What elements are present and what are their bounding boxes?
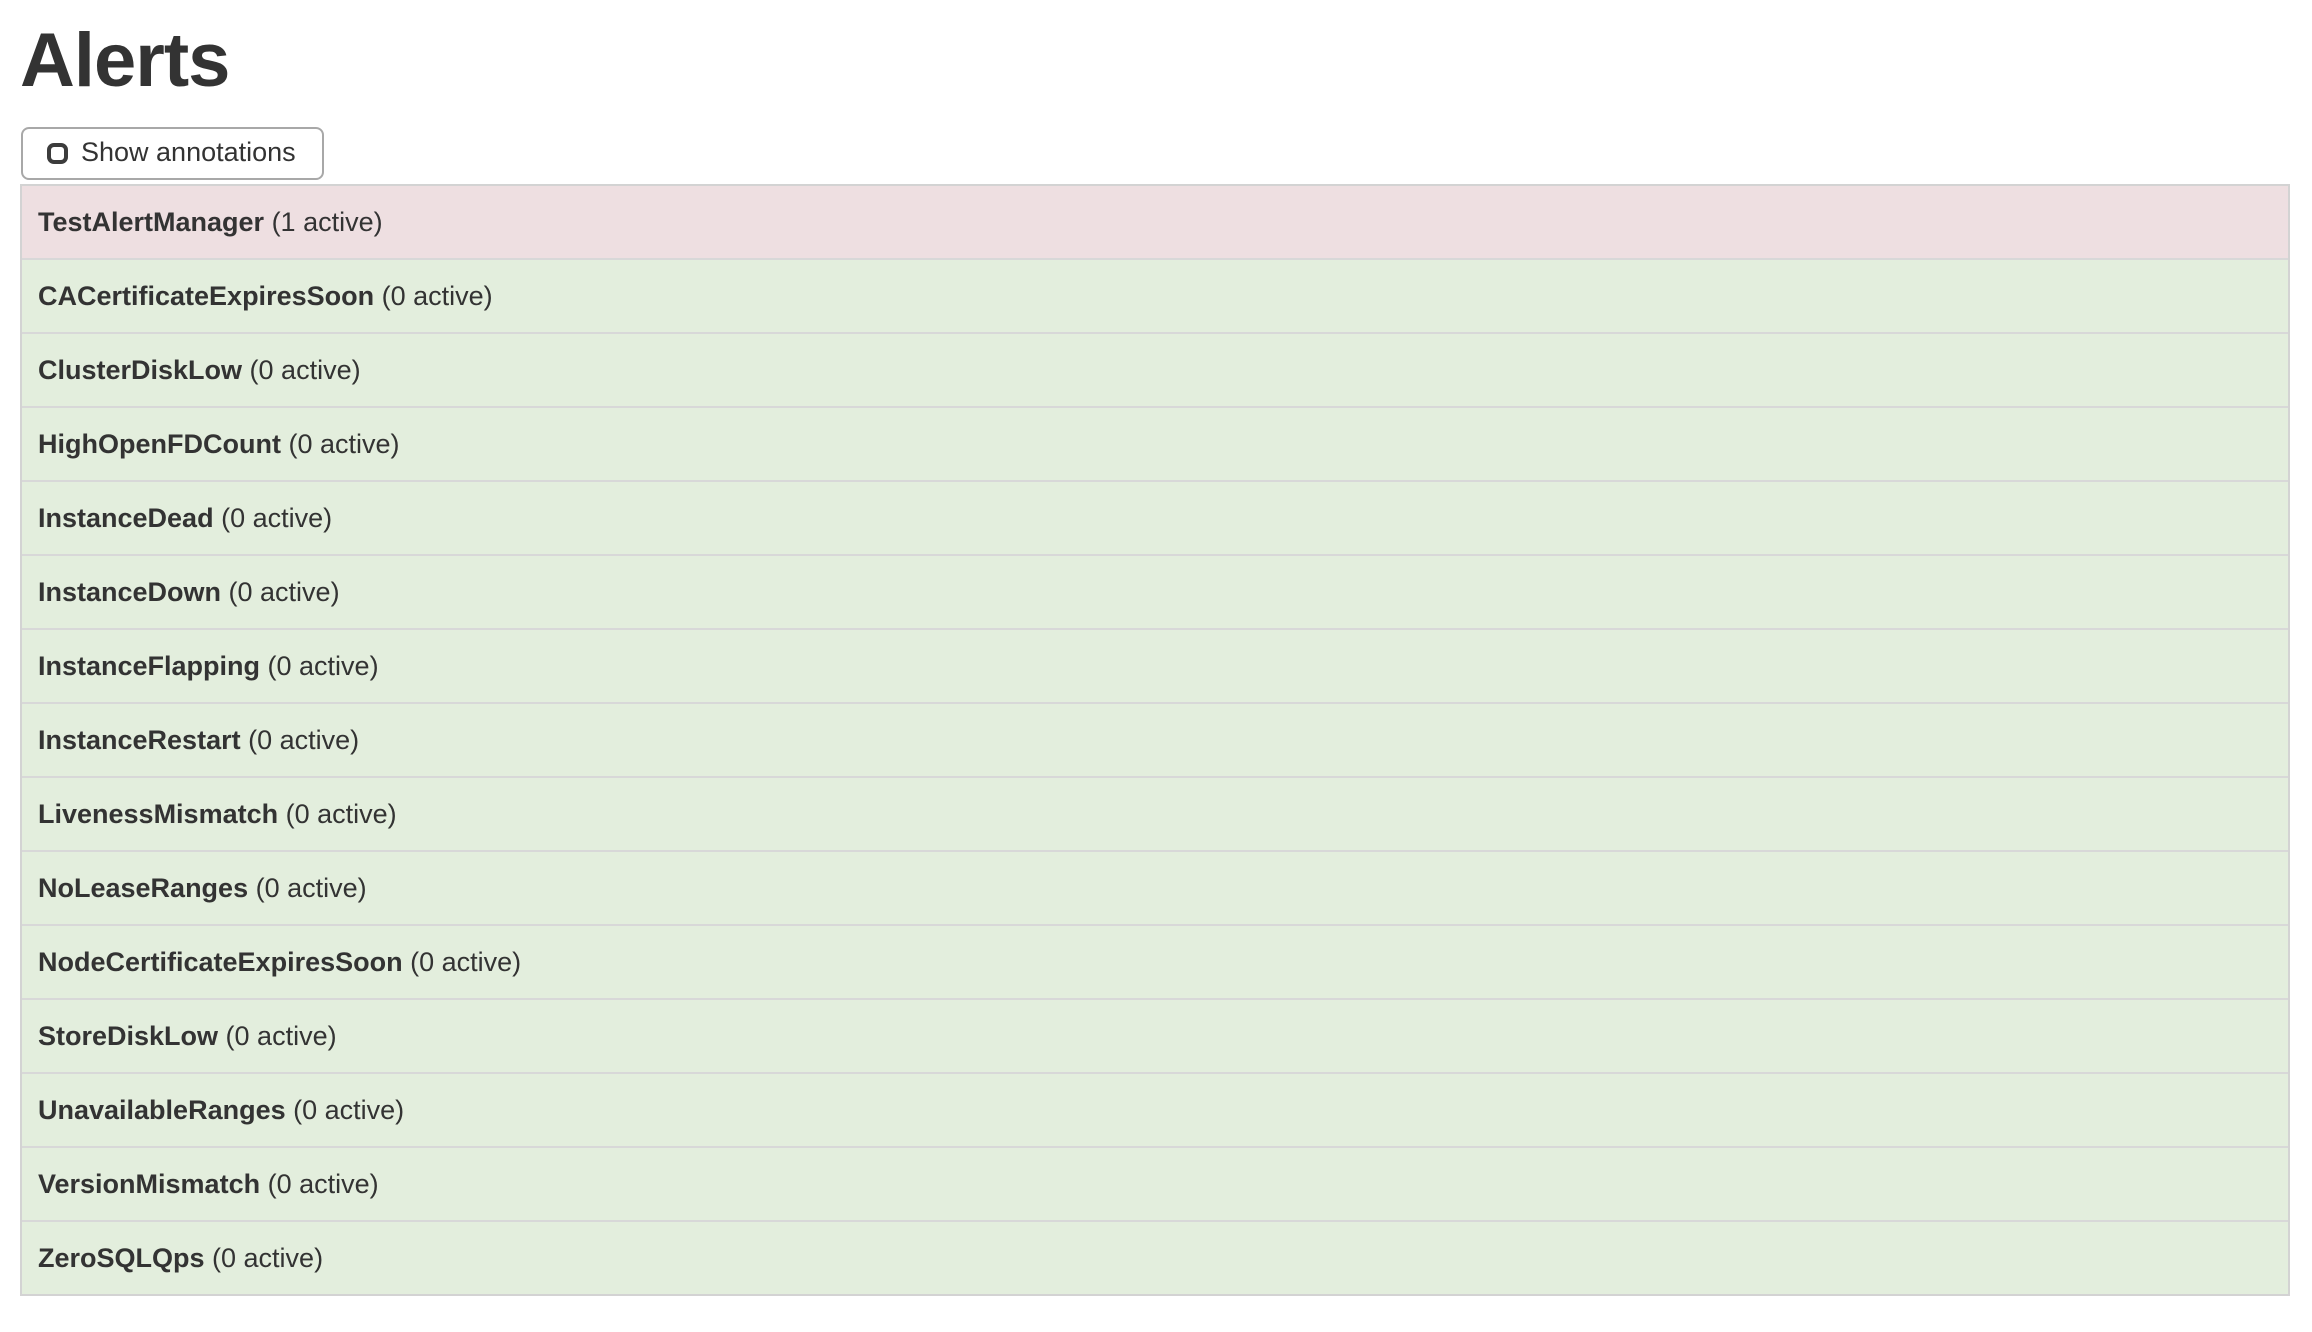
alert-active-count: (0 active) xyxy=(260,1168,379,1199)
alert-row[interactable]: UnavailableRanges (0 active) xyxy=(22,1072,2288,1147)
alert-active-count: (0 active) xyxy=(248,872,367,903)
alert-name: ZeroSQLQps xyxy=(38,1242,205,1273)
alert-active-count: (0 active) xyxy=(260,650,379,681)
alert-row[interactable]: ZeroSQLQps (0 active) xyxy=(22,1220,2288,1295)
alert-name: HighOpenFDCount xyxy=(38,428,281,459)
checkbox-unchecked-icon[interactable] xyxy=(47,143,68,165)
alert-row[interactable]: CACertificateExpiresSoon (0 active) xyxy=(22,258,2288,333)
alert-name: ClusterDiskLow xyxy=(38,354,243,385)
alert-row[interactable]: LivenessMismatch (0 active) xyxy=(22,776,2288,851)
alert-active-count: (0 active) xyxy=(374,280,493,311)
alert-name: VersionMismatch xyxy=(38,1168,261,1199)
alert-name: StoreDiskLow xyxy=(38,1020,219,1051)
alert-active-count: (0 active) xyxy=(204,1242,324,1273)
alert-row[interactable]: TestAlertManager (1 active) xyxy=(22,186,2288,259)
alert-name: InstanceRestart xyxy=(38,724,241,755)
alert-row[interactable]: VersionMismatch (0 active) xyxy=(22,1146,2288,1221)
alert-name: InstanceDown xyxy=(38,576,222,607)
alert-active-count: (0 active) xyxy=(240,724,360,755)
show-annotations-label: Show annotations xyxy=(81,137,296,168)
alert-name: TestAlertManager xyxy=(38,206,265,237)
alert-name: CACertificateExpiresSoon xyxy=(38,280,375,311)
alert-active-count: (0 active) xyxy=(278,798,397,829)
alert-row[interactable]: NoLeaseRanges (0 active) xyxy=(22,850,2288,925)
alert-name: InstanceFlapping xyxy=(38,650,261,681)
alert-row[interactable]: InstanceFlapping (0 active) xyxy=(22,628,2288,703)
alert-row[interactable]: NodeCertificateExpiresSoon (0 active) xyxy=(22,924,2288,999)
alert-active-count: (0 active) xyxy=(242,354,361,385)
alert-active-count: (0 active) xyxy=(221,576,340,607)
alert-row[interactable]: StoreDiskLow (0 active) xyxy=(22,998,2288,1073)
alert-row[interactable]: ClusterDiskLow (0 active) xyxy=(22,332,2288,407)
alert-active-count: (0 active) xyxy=(280,428,400,459)
alert-row[interactable]: InstanceDead (0 active) xyxy=(22,480,2288,555)
alert-name: LivenessMismatch xyxy=(38,798,279,829)
alert-row[interactable]: InstanceRestart (0 active) xyxy=(22,702,2288,777)
alert-row[interactable]: HighOpenFDCount (0 active) xyxy=(22,406,2288,481)
alert-active-count: (1 active) xyxy=(264,206,383,237)
alert-name: InstanceDead xyxy=(38,502,214,533)
alert-active-count: (0 active) xyxy=(402,946,522,977)
alert-name: UnavailableRanges xyxy=(38,1094,286,1125)
alerts-table: TestAlertManager (1 active) CACertificate… xyxy=(20,184,2290,1297)
alert-name: NodeCertificateExpiresSoon xyxy=(38,946,403,977)
alert-row[interactable]: InstanceDown (0 active) xyxy=(22,554,2288,629)
alert-active-count: (0 active) xyxy=(218,1020,337,1051)
alert-active-count: (0 active) xyxy=(285,1094,405,1125)
page-title: Alerts xyxy=(20,18,230,103)
alert-active-count: (0 active) xyxy=(213,502,333,533)
alert-name: NoLeaseRanges xyxy=(38,872,249,903)
alerts-page: Alerts Show annotations TestAlertManager… xyxy=(20,18,2290,1297)
show-annotations-button[interactable]: Show annotations xyxy=(21,127,324,181)
